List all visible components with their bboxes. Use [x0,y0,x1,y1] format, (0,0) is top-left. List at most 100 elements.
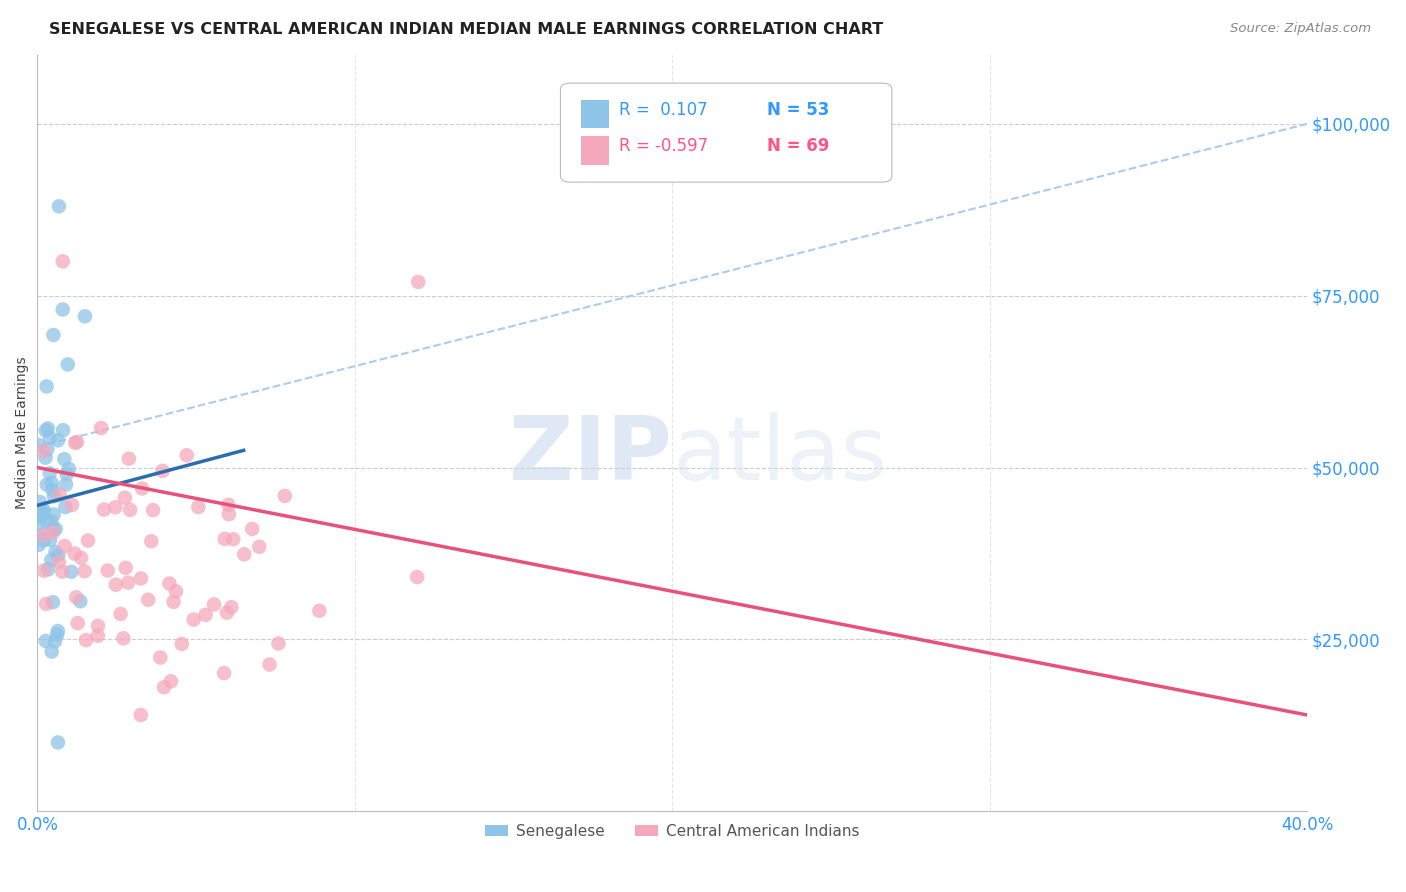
Point [136,592,159,607]
Point [274,489,297,503]
Point [77,533,100,548]
Point [60,565,83,579]
Point [42,525,65,540]
Point [165,584,187,599]
Point [35,379,58,393]
Point [142,503,165,517]
Point [149,650,172,665]
Y-axis label: Median Male Earnings: Median Male Earnings [15,357,30,509]
Point [30,505,52,519]
Point [170,637,193,651]
Text: R =  0.107: R = 0.107 [619,102,707,120]
Point [52,423,75,437]
Text: ZIP: ZIP [509,412,672,500]
Point [52,302,75,317]
Point [87,619,110,633]
Point [129,708,152,723]
Point [267,636,290,650]
Point [37,421,59,435]
Point [73,310,96,324]
Point [69,594,91,608]
Point [32,505,55,519]
Point [28,509,51,524]
Point [117,575,139,590]
Point [42,595,65,609]
Point [55,467,77,482]
Point [212,666,235,681]
Point [41,644,63,658]
Point [110,607,132,621]
Point [42,489,65,503]
Point [28,516,51,531]
Point [141,534,163,549]
Point [87,629,110,643]
Point [90,421,112,435]
Point [32,533,55,548]
Point [247,540,270,554]
Point [35,597,58,611]
Point [66,434,89,449]
Point [53,500,76,514]
Point [240,522,263,536]
Point [162,595,184,609]
Point [104,577,127,591]
Point [48,555,70,569]
Point [46,735,69,749]
Text: N = 69: N = 69 [768,136,830,155]
Bar [581,100,609,128]
Point [32,528,55,542]
Point [38,431,60,445]
Point [30,508,52,523]
Point [28,438,51,452]
Point [41,483,63,497]
Point [215,606,238,620]
Point [259,657,281,672]
Text: atlas: atlas [672,412,887,500]
Point [114,491,136,505]
Point [44,545,66,559]
Point [46,434,69,448]
Point [32,444,55,458]
Point [51,565,73,579]
Point [129,571,152,585]
Point [42,523,65,537]
Legend: Senegalese, Central American Indians: Senegalese, Central American Indians [479,818,865,845]
Point [32,527,55,541]
Point [73,564,96,578]
Point [48,548,70,562]
Point [42,328,65,343]
Point [46,628,69,642]
Point [176,448,198,462]
Point [52,254,75,268]
Point [34,450,56,465]
Point [187,500,209,514]
Point [406,275,429,289]
Point [157,576,180,591]
Point [44,634,66,648]
Point [194,607,217,622]
Point [32,503,55,517]
Point [35,515,58,529]
Point [221,600,243,615]
Point [214,532,236,546]
Point [97,564,120,578]
Point [202,598,225,612]
Point [41,476,63,491]
Bar [581,136,609,165]
Point [217,498,239,512]
Point [66,616,89,631]
Point [114,561,136,575]
Point [37,562,59,576]
Point [222,532,245,546]
Point [63,435,86,450]
Point [152,464,174,478]
FancyBboxPatch shape [561,83,891,182]
Point [104,500,127,515]
Point [39,553,62,567]
Point [42,508,65,522]
Point [58,462,80,476]
Point [28,495,51,509]
Point [75,633,97,648]
Point [38,467,60,481]
Point [41,514,63,528]
